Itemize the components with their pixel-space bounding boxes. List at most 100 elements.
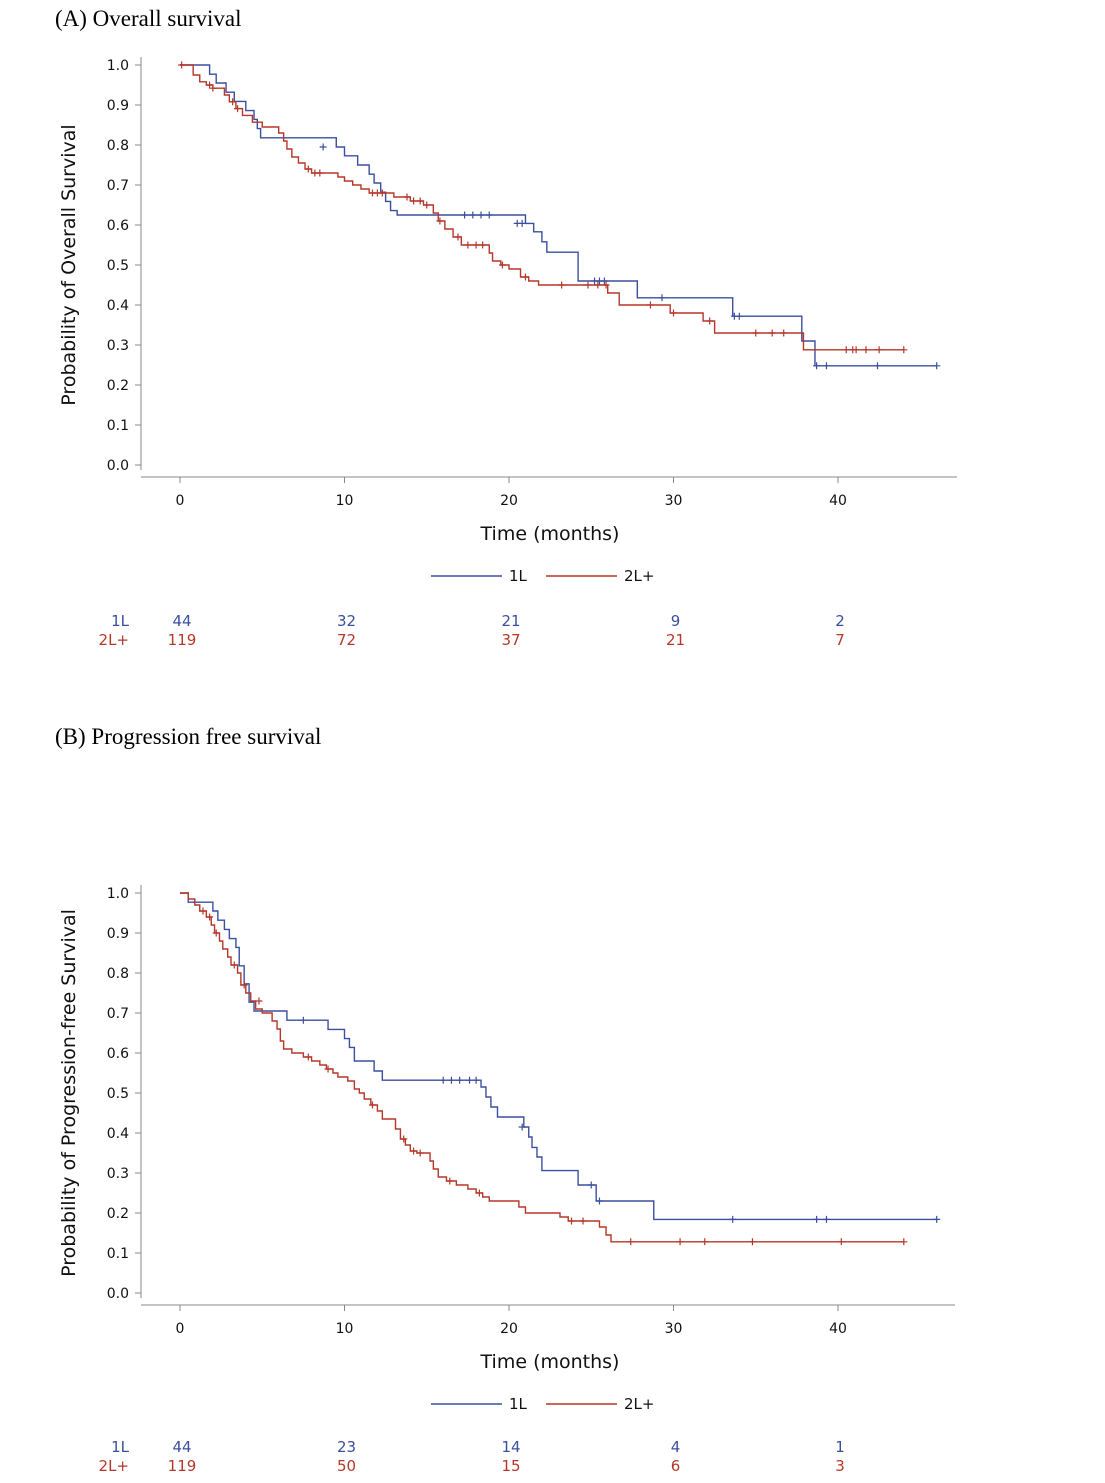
censor-mark-first-line (822, 362, 830, 370)
panel-title-b: (B) Progression free survival (55, 724, 322, 749)
censor-mark-second-line (240, 981, 248, 989)
y-tick-label: 0.2 (107, 378, 129, 394)
censor-mark-first-line (456, 1076, 464, 1084)
risk-row-label: 1L (111, 612, 130, 630)
censor-mark-second-line (900, 346, 908, 354)
censor-mark-second-line (446, 1177, 454, 1185)
censor-mark-second-line (602, 281, 610, 289)
censor-mark-second-line (229, 98, 237, 106)
censor-mark-second-line (212, 929, 220, 937)
censor-mark-first-line (729, 1215, 737, 1223)
risk-count: 21 (501, 612, 520, 630)
y-tick-label: 0.4 (107, 1126, 129, 1142)
censor-mark-second-line (230, 961, 238, 969)
y-tick-label: 0.9 (107, 98, 129, 114)
risk-count: 32 (337, 612, 356, 630)
y-tick-label: 0.4 (107, 298, 129, 314)
censor-mark-second-line (475, 1189, 483, 1197)
y-tick-label: 0.7 (107, 1006, 129, 1022)
chart-panel-b: 0.0 0.1 0.2 0.3 0.4 0.5 0.6 0.7 0.8 0.9 1.0 0 10 20 30… (58, 885, 955, 1475)
y-tick-label: 0.6 (107, 1046, 129, 1062)
risk-count: 72 (337, 631, 356, 649)
censor-mark-second-line (579, 1217, 587, 1225)
y-tick-label: 0.5 (107, 258, 129, 274)
x-tick-label: 20 (500, 1321, 518, 1337)
censor-mark-second-line (304, 1053, 312, 1061)
censor-mark-second-line (498, 261, 506, 269)
censor-mark-second-line (521, 273, 529, 281)
x-tick-label: 40 (829, 493, 847, 509)
censor-mark-second-line (676, 1238, 684, 1246)
y-tick-label: 1.0 (107, 886, 129, 902)
y-tick-label: 0.9 (107, 926, 129, 942)
x-tick-label: 40 (829, 1321, 847, 1337)
censor-mark-second-line (255, 997, 263, 1005)
censor-mark-second-line (627, 1238, 635, 1246)
legend-label-second-line: 2L+ (624, 567, 654, 585)
y-tick-label: 0.0 (107, 458, 129, 474)
y-tick-label: 0.6 (107, 218, 129, 234)
censor-mark-second-line (472, 241, 480, 249)
y-tick-label: 1.0 (107, 58, 129, 74)
y-axis-label: Probability of Overall Survival (58, 124, 80, 405)
legend-label-first-line: 1L (509, 567, 528, 585)
censor-mark-first-line (658, 294, 666, 302)
censor-mark-second-line (316, 169, 324, 177)
km-curve-second-line (180, 64, 904, 351)
y-tick-label: 0.1 (107, 1246, 129, 1262)
legend-label-first-line: 1L (509, 1395, 528, 1413)
censor-mark-second-line (454, 233, 462, 241)
censor-mark-second-line (768, 329, 776, 337)
risk-count: 3 (835, 1457, 845, 1475)
censor-mark-first-line (933, 362, 941, 370)
censor-mark-first-line (600, 277, 608, 285)
censor-mark-first-line (813, 362, 821, 370)
risk-count: 119 (168, 631, 197, 649)
censor-mark-second-line (646, 301, 654, 309)
x-tick-label: 30 (665, 1321, 683, 1337)
censor-mark-second-line (403, 193, 411, 201)
y-tick-label: 0.2 (107, 1206, 129, 1222)
censor-mark-second-line (324, 1065, 332, 1073)
x-axis-label: Time (months) (480, 523, 620, 545)
censor-mark-first-line (477, 211, 485, 219)
risk-count: 23 (337, 1438, 356, 1456)
censor-mark-first-line (595, 1197, 603, 1205)
panel-title-a: (A) Overall survival (55, 6, 242, 31)
censor-mark-second-line (584, 281, 592, 289)
risk-count: 9 (671, 612, 681, 630)
censor-mark-first-line (461, 211, 469, 219)
censor-mark-second-line (199, 907, 207, 915)
censor-mark-first-line (447, 1076, 455, 1084)
risk-row-label: 2L+ (99, 631, 129, 649)
censor-mark-second-line (436, 217, 444, 225)
censor-mark-second-line (842, 346, 850, 354)
x-tick-label: 20 (500, 493, 518, 509)
legend-label-second-line: 2L+ (624, 1395, 654, 1413)
censor-mark-second-line (594, 281, 602, 289)
risk-count: 44 (172, 1438, 191, 1456)
censor-mark-second-line (479, 241, 487, 249)
censor-mark-first-line (518, 1123, 526, 1131)
x-tick-label: 10 (336, 493, 354, 509)
risk-count: 4 (671, 1438, 681, 1456)
risk-count: 6 (671, 1457, 681, 1475)
km-curve-second-line (180, 892, 904, 1243)
censor-mark-second-line (464, 241, 472, 249)
censor-mark-second-line (558, 281, 566, 289)
censor-mark-first-line (485, 211, 493, 219)
risk-count: 119 (168, 1457, 197, 1475)
censor-mark-first-line (472, 1076, 480, 1084)
censor-mark-first-line (933, 1215, 941, 1223)
risk-count: 50 (337, 1457, 356, 1475)
censor-mark-first-line (822, 1215, 830, 1223)
censor-mark-second-line (206, 81, 214, 89)
censor-mark-second-line (423, 201, 431, 209)
censor-mark-second-line (875, 346, 883, 354)
risk-row-label: 1L (111, 1438, 130, 1456)
x-tick-label: 0 (176, 1321, 185, 1337)
censor-mark-first-line (466, 1076, 474, 1084)
censor-mark-second-line (416, 1149, 424, 1157)
censor-mark-second-line (206, 913, 214, 921)
